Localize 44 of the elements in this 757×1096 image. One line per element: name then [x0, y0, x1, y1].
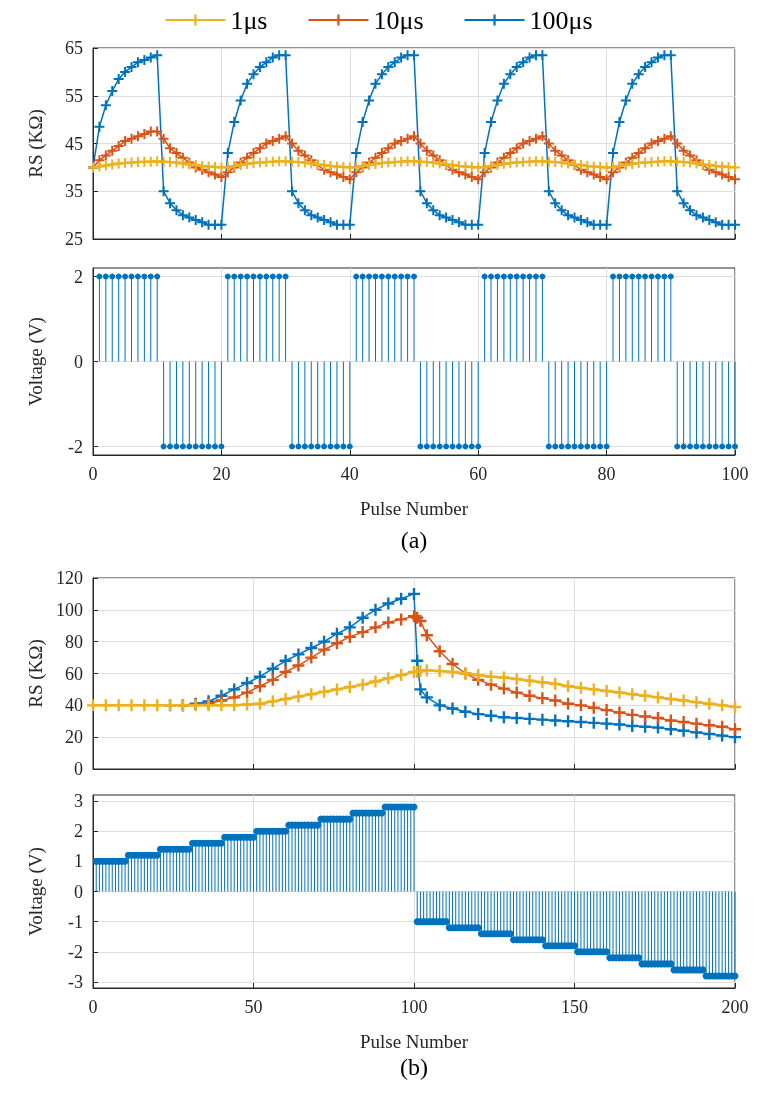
- x-axis-title: Pulse Number: [359, 498, 469, 519]
- x-tick-label: 60: [469, 464, 488, 484]
- y-tick-label: 3: [74, 791, 83, 812]
- x-tick-label: 0: [88, 997, 98, 1017]
- y-tick-label: -1: [68, 911, 83, 932]
- x-tick-label: 20: [212, 464, 231, 484]
- y-tick-label: 20: [65, 727, 83, 748]
- y-axis-title: RS (KΩ): [25, 639, 47, 708]
- y-axis-title: RS (KΩ): [25, 109, 47, 178]
- y-tick-label: 65: [65, 38, 83, 58]
- legend-label: 1μs: [230, 5, 268, 35]
- y-tick-label: 40: [65, 695, 83, 716]
- legend-label: 100μs: [529, 5, 593, 35]
- y-tick-label: 35: [65, 181, 83, 202]
- y-axis-title: Voltage (V): [25, 847, 47, 936]
- y-tick-label: -3: [68, 971, 83, 992]
- x-tick-label: 0: [88, 464, 98, 484]
- x-axis-title: Pulse Number: [359, 1031, 469, 1052]
- y-tick-label: 100: [56, 599, 83, 620]
- y-tick-label: 2: [74, 266, 83, 287]
- x-tick-label: 100: [721, 464, 749, 484]
- x-tick-label: 40: [340, 464, 359, 484]
- y-tick-label: 55: [65, 85, 83, 106]
- y-tick-label: 0: [74, 351, 83, 372]
- y-tick-label: 80: [65, 631, 83, 652]
- y-axis-title: Voltage (V): [25, 317, 47, 406]
- x-tick-label: 80: [597, 464, 616, 484]
- y-tick-label: 0: [74, 759, 83, 779]
- y-tick-label: 120: [56, 568, 83, 588]
- y-tick-label: 45: [65, 133, 83, 154]
- y-tick-label: 0: [74, 881, 83, 902]
- y-tick-label: -2: [68, 436, 83, 457]
- text: (a): [400, 527, 428, 553]
- y-tick-label: -2: [68, 941, 83, 962]
- x-tick-label: 100: [400, 997, 428, 1017]
- legend-label: 10μs: [373, 5, 424, 35]
- x-tick-label: 50: [244, 997, 263, 1017]
- text: (b): [400, 1054, 428, 1080]
- x-tick-label: 150: [561, 997, 588, 1017]
- y-tick-label: 60: [65, 663, 83, 684]
- x-tick-label: 200: [721, 997, 749, 1017]
- y-tick-label: 2: [74, 821, 83, 842]
- y-tick-label: 1: [74, 851, 83, 872]
- y-tick-label: 25: [65, 229, 83, 249]
